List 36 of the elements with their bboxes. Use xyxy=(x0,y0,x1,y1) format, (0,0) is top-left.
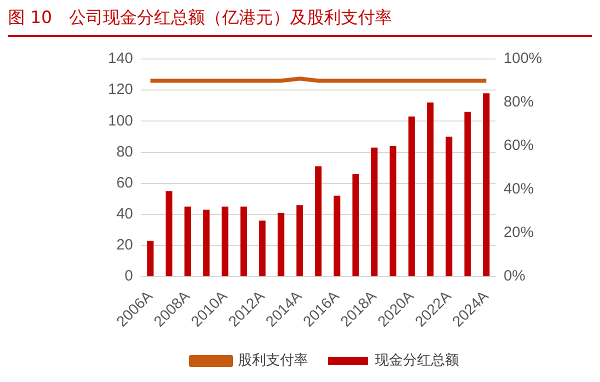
bar xyxy=(166,191,172,276)
bar xyxy=(390,146,396,276)
bar xyxy=(240,206,247,276)
y-tick-label: 20 xyxy=(116,236,134,254)
y-tick-label: 80 xyxy=(116,143,134,160)
y2-tick-label: 100% xyxy=(504,50,542,68)
y-tick-label: 120 xyxy=(108,81,134,98)
y-tick-label: 140 xyxy=(108,50,134,68)
bar xyxy=(483,93,490,276)
y2-tick-label: 0% xyxy=(504,268,526,285)
bar xyxy=(315,166,322,276)
bar xyxy=(334,196,340,276)
bar xyxy=(147,240,154,276)
bar xyxy=(259,220,266,276)
bar xyxy=(464,112,471,276)
y-tick-label: 0 xyxy=(124,268,134,285)
chart-title: 图 10 公司现金分红总额（亿港元）及股利支付率 xyxy=(8,6,592,37)
y-tick-label: 100 xyxy=(108,112,134,130)
bar xyxy=(352,174,359,276)
bar xyxy=(371,148,378,276)
y2-tick-label: 20% xyxy=(504,224,534,242)
y-tick-label: 60 xyxy=(116,174,134,192)
legend-label: 股利支付率 xyxy=(238,352,308,369)
bar xyxy=(203,210,210,276)
bar xyxy=(296,205,303,276)
bar xyxy=(446,136,452,276)
bar xyxy=(278,212,284,276)
y2-tick-label: 60% xyxy=(504,137,534,154)
bar xyxy=(184,206,191,276)
bar xyxy=(222,206,228,276)
legend-label: 现金分红总额 xyxy=(375,352,459,369)
bar xyxy=(427,102,434,276)
bar xyxy=(408,116,415,276)
y2-tick-label: 80% xyxy=(504,94,534,111)
y-tick-label: 40 xyxy=(116,206,134,223)
y2-tick-label: 40% xyxy=(504,180,534,198)
